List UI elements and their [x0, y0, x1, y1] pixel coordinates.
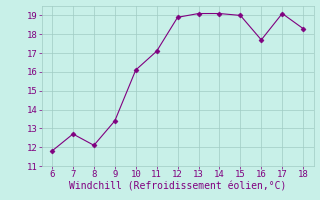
X-axis label: Windchill (Refroidissement éolien,°C): Windchill (Refroidissement éolien,°C)	[69, 182, 286, 192]
